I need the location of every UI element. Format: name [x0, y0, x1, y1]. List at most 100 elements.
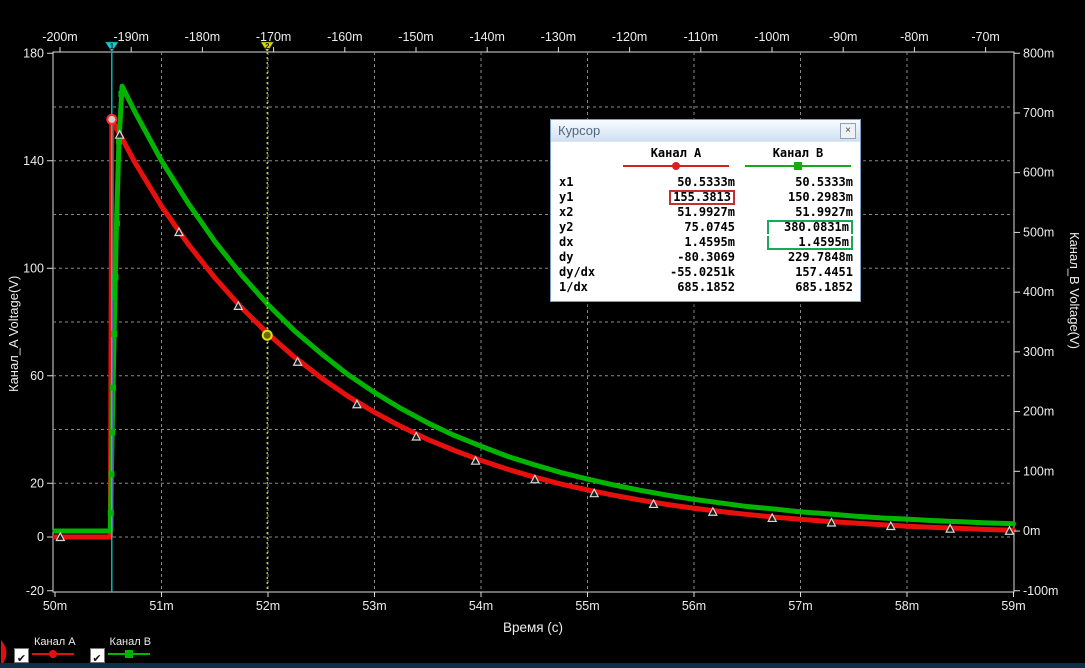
right-tick-label: 100m: [1023, 464, 1054, 478]
cursor-table-header: Канал A Канал B: [551, 146, 860, 160]
bottom-tick-label: 50m: [43, 599, 67, 613]
highlight-box-green: 1.4595m: [767, 236, 853, 250]
value-channel-a: -80.3069: [677, 250, 735, 264]
check-icon: ✔: [16, 652, 27, 665]
top-tick-label: -180m: [185, 30, 220, 44]
value-channel-b: 380.0831m: [735, 220, 860, 235]
bottom-tick-label: 56m: [682, 599, 706, 613]
trace-a-triangle-marker: [1004, 525, 1015, 535]
left-tick-label: 140: [23, 154, 44, 168]
top-tick-label: -160m: [327, 30, 362, 44]
cursor-table-row: 1/dx 685.1852 685.1852: [551, 280, 860, 295]
cursor-table-row: x1 50.5333m 50.5333m: [551, 175, 860, 190]
row-label: y1: [559, 190, 574, 204]
trace-b-square-marker: [109, 429, 116, 436]
right-tick-label: -100m: [1023, 584, 1058, 598]
channel-a-legend-line: [32, 650, 74, 658]
top-tick-label: -90m: [829, 30, 857, 44]
value-channel-a: -55.0251k: [669, 265, 735, 279]
cursor-window-title: Курсор: [558, 123, 601, 138]
left-tick-label: 180: [23, 46, 44, 60]
legend-label-channel-a: Канал A: [34, 636, 76, 648]
row-label: dy: [559, 250, 574, 264]
trace-channel-a: [52, 116, 1016, 540]
value-channel-b: 157.4451: [795, 265, 853, 279]
cursor-flag-number: 1: [110, 42, 115, 51]
cursor-table: Канал A Канал B x1 50.5333m 50.5333m y1 155.…: [551, 142, 860, 301]
cursor-table-row: dx 1.4595m 1.4595m: [551, 235, 860, 250]
trace-a-triangle-marker: [351, 398, 362, 409]
cursor-flag-2[interactable]: [260, 41, 275, 53]
cursor-table-row: dy/dx -55.0251k 157.4451: [551, 265, 860, 280]
left-tick-label: 100: [23, 261, 44, 275]
column-header-channel-b: Канал B: [772, 146, 824, 160]
bottom-tick-label: 57m: [788, 599, 812, 613]
trace-a-triangle-marker: [470, 455, 481, 465]
top-tick-label: -140m: [469, 30, 504, 44]
cursor-table-row: y1 155.3813 150.2983m: [551, 190, 860, 205]
channel-b-legend-marker: [124, 650, 133, 658]
cursor-flag-1[interactable]: [104, 41, 119, 53]
cursor-table-row: dy -80.3069 229.7848m: [551, 250, 860, 265]
top-tick-label: -190m: [113, 30, 148, 44]
trace-a-triangle-marker: [945, 523, 956, 533]
top-tick-label: -200m: [42, 30, 77, 44]
channel-a-marker: [672, 162, 680, 170]
value-channel-b: 1.4595m: [735, 235, 860, 250]
top-tick-label: -150m: [398, 30, 433, 44]
bottom-tick-label: 54m: [469, 599, 493, 613]
trace-b-square-marker: [112, 274, 119, 281]
trace-a-triangle-marker: [826, 517, 837, 527]
cursor-table-row: y2 75.0745 380.0831m: [551, 220, 860, 235]
trace-b-square-marker: [118, 90, 125, 97]
left-tick-label: 0: [37, 530, 44, 544]
channel-a-line-sample: [623, 162, 729, 170]
left-tick-label: 20: [30, 476, 44, 490]
row-label: 1/dx: [559, 280, 588, 294]
value-channel-a: 685.1852: [677, 280, 735, 294]
x-axis-title: Время (с): [502, 620, 564, 635]
legend: ✔ Канал A ✔ Канал B: [0, 636, 165, 666]
bottom-tick-label: 52m: [256, 599, 280, 613]
left-tick-label: -20: [26, 584, 44, 598]
row-label: y2: [559, 220, 574, 234]
cursor-table-rows: x1 50.5333m 50.5333m y1 155.3813 150.2983m x2 5…: [551, 175, 860, 295]
trace-a-triangle-marker: [707, 506, 718, 516]
trace-a-triangle-marker: [529, 473, 540, 484]
right-axis-title: Канал_B Voltage(V): [1067, 232, 1082, 350]
top-tick-label: -120m: [612, 30, 647, 44]
check-icon: ✔: [92, 652, 102, 665]
trace-a-triangle-marker: [55, 531, 66, 542]
trace-b-square-marker: [107, 510, 114, 517]
value-channel-a: 1.4595m: [684, 235, 735, 249]
right-tick-label: 400m: [1023, 285, 1054, 299]
value-channel-a: 155.3813: [615, 190, 735, 205]
trace-a-triangle-marker: [292, 356, 303, 366]
row-label: dx: [559, 235, 574, 249]
trace-flag-icon: [1, 640, 7, 666]
trace-a-triangle-marker: [173, 226, 184, 237]
channel-b-checkbox[interactable]: ✔: [89, 648, 105, 665]
column-header-channel-a: Канал A: [650, 146, 702, 160]
value-channel-b: 150.2983m: [787, 190, 853, 204]
value-channel-a: 75.0745: [684, 220, 735, 234]
right-tick-label: 700m: [1023, 106, 1054, 120]
cursor-window: Курсор × Канал A Канал B x1 50.5333m 50.53…: [550, 119, 861, 302]
top-tick-label: -100m: [754, 30, 789, 44]
left-axis-title: Канал_A Voltage(V): [6, 275, 21, 392]
top-tick-label: -110m: [684, 30, 719, 44]
close-icon[interactable]: ×: [840, 123, 856, 139]
legend-label-channel-b: Канал B: [109, 636, 152, 648]
cursor-hit-marker-1: [106, 113, 118, 125]
trace-b-square-marker: [111, 330, 118, 337]
cursor-window-titlebar[interactable]: Курсор ×: [551, 120, 860, 142]
value-channel-a: 50.5333m: [677, 175, 735, 189]
channel-a-checkbox[interactable]: ✔: [14, 648, 29, 665]
legend-item-channel-a: ✔ Канал A: [14, 636, 76, 665]
legend-item-channel-b: ✔ Канал B: [89, 636, 152, 665]
trace-a-triangle-marker: [767, 512, 778, 523]
trace-a-triangle-marker: [648, 498, 659, 509]
channel-b-line-sample: [745, 162, 851, 170]
value-channel-b: 229.7848m: [787, 250, 853, 264]
